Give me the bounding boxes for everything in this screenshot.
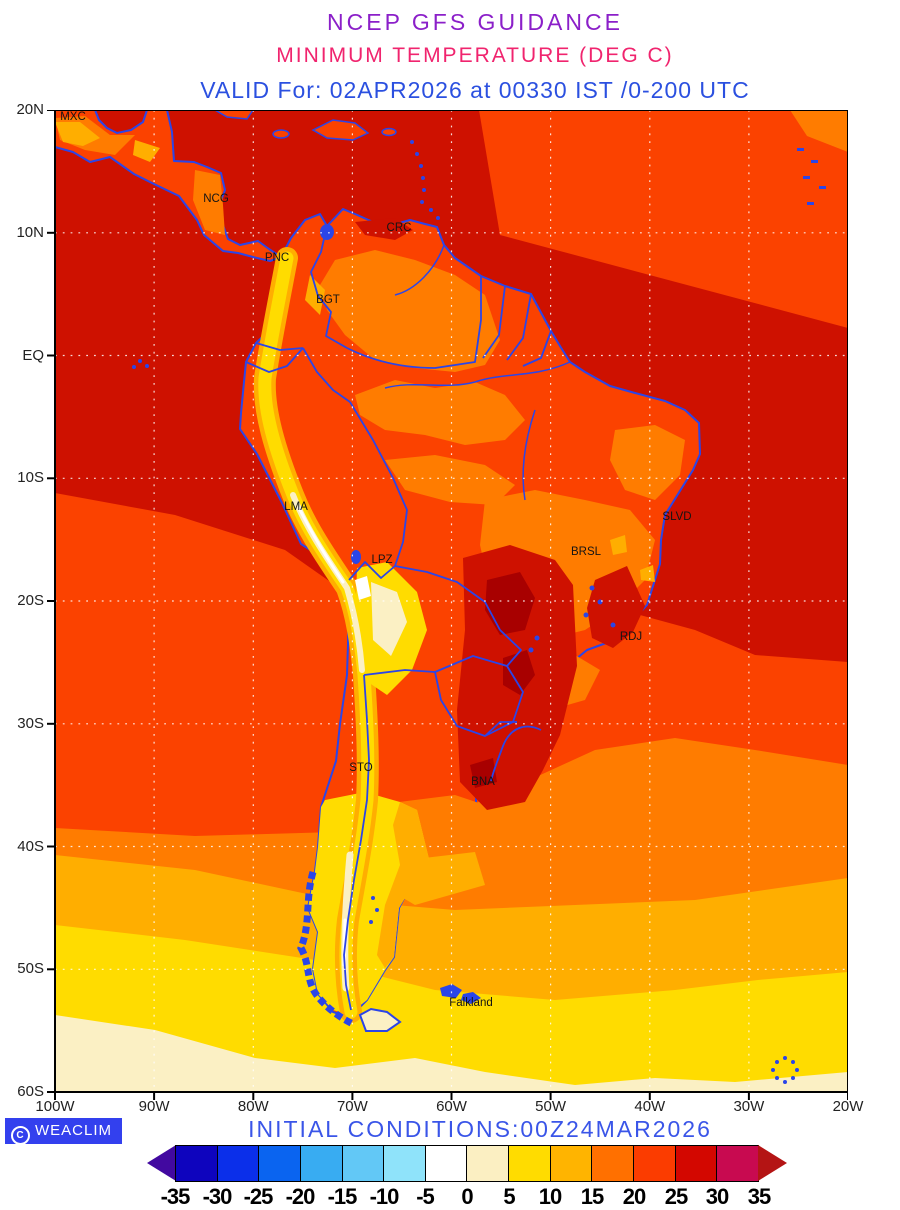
caribbean-islands (213, 110, 397, 141)
lat-tick-label: 10S (17, 469, 44, 486)
colorbar-tick: -20 (285, 1184, 316, 1209)
temperature-map (47, 110, 848, 1100)
temperature-colorbar: -35 -30 -25 -20 -15 -10 -5 0 5 10 15 20 … (147, 1145, 787, 1209)
city-label-slvd: SLVD (662, 511, 692, 523)
longitude-axis: 100W 90W 80W 70W 60W 50W 40W 30W 20W (35, 1098, 863, 1118)
latitude-axis: 20N 10N EQ 10S 20S 30S 40S 50S 60S (0, 101, 48, 1100)
colorbar-segment (467, 1146, 510, 1181)
city-label-brsl: BRSL (570, 546, 602, 558)
colorbar-segment (509, 1146, 551, 1181)
city-label-sto: STO (349, 762, 373, 774)
colorbar-segment (300, 1146, 343, 1181)
lat-tick-label: 60S (17, 1083, 44, 1100)
colorbar-segment (217, 1146, 260, 1181)
lon-tick-label: 100W (35, 1098, 75, 1115)
tierra-del-fuego (358, 1007, 402, 1032)
colorbar-right-arrow (758, 1145, 787, 1181)
colorbar-segment (384, 1146, 426, 1181)
city-label-pnc: PNC (264, 252, 290, 264)
page-subtitle: MINIMUM TEMPERATURE (DEG C) (276, 44, 674, 67)
copyright-icon: C (11, 1126, 30, 1145)
colorbar-tick: 35 (747, 1184, 772, 1209)
initial-conditions-line: INITIAL CONDITIONS:00Z24MAR2026 (248, 1116, 712, 1142)
map-frame (47, 110, 848, 1100)
lon-tick-label: 20W (832, 1098, 864, 1115)
country-borders (245, 225, 571, 1011)
colorbar-tick: -25 (243, 1184, 274, 1209)
city-label-rdj: RDJ (619, 631, 643, 643)
weaclim-logo-text: WEACLIM (35, 1122, 113, 1139)
colorbar-tick: -35 (160, 1184, 191, 1209)
colorbar-segment (259, 1146, 301, 1181)
lon-tick-label: 70W (336, 1098, 368, 1115)
lat-tick-label: 40S (17, 838, 44, 855)
colorbar-tick: 20 (622, 1184, 647, 1209)
lat-tick-label: 50S (17, 960, 44, 977)
colorbar-segment (425, 1146, 468, 1181)
colorbar-segment (592, 1146, 635, 1181)
lon-tick-label: 40W (634, 1098, 666, 1115)
city-label-bgt: BGT (316, 294, 340, 306)
lat-tick-label: 30S (17, 715, 44, 732)
lon-tick-label: 30W (733, 1098, 765, 1115)
colorbar-tick: -10 (369, 1184, 400, 1209)
lat-tick-label: 20N (16, 101, 44, 118)
page-title: NCEP GFS GUIDANCE (327, 9, 623, 35)
city-label-lma: LMA (284, 501, 308, 513)
city-label-lpz: LPZ (371, 554, 393, 566)
city-label-falkland: Falkland (449, 997, 493, 1009)
colorbar-tick: -5 (416, 1184, 435, 1209)
city-label-bna: BNA (471, 776, 495, 788)
colorbar-segment (342, 1146, 385, 1181)
colorbar-tick: -30 (202, 1184, 233, 1209)
lon-tick-label: 60W (436, 1098, 467, 1115)
colorbar-segment (717, 1146, 758, 1181)
valid-time-line: VALID For: 02APR2026 at 00330 IST /0-200… (200, 77, 750, 103)
city-label-mxc: MXC (60, 111, 86, 123)
lon-tick-label: 80W (237, 1098, 269, 1115)
colorbar-tick: 25 (664, 1184, 689, 1209)
colorbar-left-arrow (147, 1145, 176, 1181)
city-label-crc: CRC (386, 222, 412, 234)
colorbar-boxes (175, 1145, 759, 1182)
colorbar-tick: 30 (705, 1184, 730, 1209)
hot-core-patches (355, 218, 645, 810)
colorbar-tick: -15 (327, 1184, 358, 1209)
colorbar-tick: 15 (580, 1184, 605, 1209)
colorbar-segment (550, 1146, 593, 1181)
colorbar-segment (675, 1146, 718, 1181)
lakes-and-fjords (132, 140, 826, 1084)
lon-tick-label: 90W (138, 1098, 170, 1115)
weaclim-logo: C WEACLIM (5, 1118, 123, 1145)
lat-tick-label: 20S (17, 592, 44, 609)
colorbar-tick: 5 (503, 1184, 515, 1209)
lat-tick-label: EQ (22, 347, 44, 364)
lon-tick-label: 50W (535, 1098, 567, 1115)
city-label-ncg: NCG (203, 193, 229, 205)
colorbar-segment (634, 1146, 676, 1181)
lat-tick-label: 10N (16, 224, 44, 241)
colorbar-tick: 0 (461, 1184, 473, 1209)
colorbar-tick: 10 (538, 1184, 563, 1209)
colorbar-segment (176, 1146, 218, 1181)
